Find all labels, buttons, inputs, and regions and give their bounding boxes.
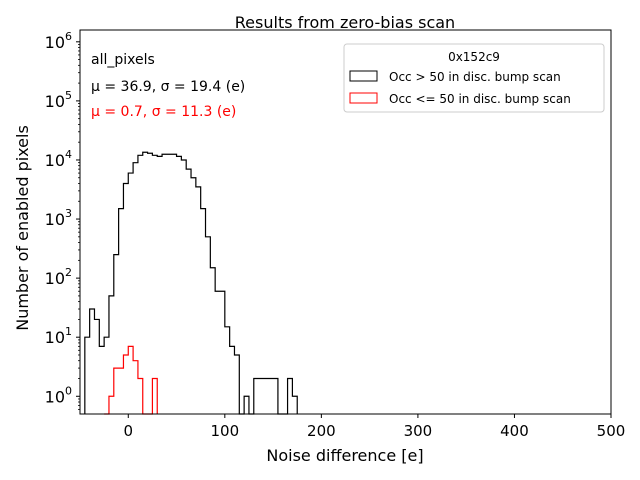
- plot-area: 0 100 200 300 400 500 100 101 102 103 104 105 106: [45, 29, 625, 440]
- legend-title: 0x152c9: [448, 50, 500, 64]
- hist-bin-1-4: [123, 355, 128, 414]
- hist-bin-0-2: [94, 319, 99, 414]
- legend-frame: [343, 43, 605, 113]
- annotation-all-pixels: all_pixels: [91, 52, 155, 68]
- hist-bin-0-37: [263, 378, 268, 414]
- hist-bin-0-43: [292, 396, 297, 414]
- hist-bin-0-17: [167, 154, 172, 414]
- hist-bin-0-28: [220, 291, 225, 414]
- hist-bin-0-26: [210, 268, 215, 414]
- y-tick-label-0: 100: [45, 384, 72, 406]
- legend-label-red: Occ <= 50 in disc. bump scan: [389, 92, 571, 106]
- hist-bin-0-11: [138, 155, 143, 414]
- y-tick-label-6: 106: [45, 30, 72, 52]
- hist-bin-0-39: [273, 378, 278, 414]
- hist-bin-1-6: [133, 361, 138, 414]
- hist-bin-0-16: [162, 154, 167, 414]
- chart-title: Results from zero-bias scan: [235, 13, 455, 32]
- hist-bin-1-5: [128, 346, 133, 414]
- hist-bin-0-15: [157, 156, 162, 414]
- hist-bin-0-29: [225, 327, 230, 414]
- y-axis-ticks: 100 101 102 103 104 105 106: [45, 30, 80, 410]
- histogram-outline-0: [84, 151, 298, 415]
- x-tick-label-3: 300: [404, 422, 433, 440]
- y-axis-label: Number of enabled pixels: [13, 125, 32, 331]
- hist-bin-0-21: [186, 169, 191, 414]
- x-tick-label-5: 500: [597, 422, 626, 440]
- x-tick-label-0: 0: [123, 422, 133, 440]
- hist-bin-1-2: [114, 368, 119, 414]
- y-tick-label-2: 102: [45, 266, 72, 288]
- annotation-black-stats: μ = 36.9, σ = 19.4 (e): [91, 79, 245, 95]
- hist-bin-1-3: [119, 368, 124, 414]
- hist-bin-0-24: [201, 209, 206, 414]
- hist-bin-0-38: [268, 378, 273, 414]
- y-tick-label-3: 103: [45, 207, 72, 229]
- x-axis-ticks: 0 100 200 300 400 500: [123, 414, 625, 440]
- y-tick-label-5: 105: [45, 89, 72, 111]
- hist-bin-0-36: [259, 378, 264, 414]
- hist-bin-0-19: [177, 156, 182, 414]
- hist-bin-0-18: [172, 154, 177, 414]
- hist-bin-1-10: [152, 378, 157, 414]
- legend-swatch-black: [349, 70, 378, 82]
- hist-bin-0-0: [85, 337, 90, 414]
- x-tick-label-2: 200: [307, 422, 336, 440]
- hist-bin-0-31: [234, 355, 239, 414]
- hist-bin-0-4: [104, 337, 109, 414]
- hist-bin-0-23: [196, 187, 201, 414]
- legend-label-black: Occ > 50 in disc. bump scan: [389, 70, 561, 84]
- series-0: [84, 151, 298, 415]
- hist-bin-1-7: [138, 378, 143, 414]
- hist-bin-0-12: [143, 152, 148, 414]
- hist-bin-0-13: [148, 153, 153, 414]
- x-tick-label-1: 100: [210, 422, 239, 440]
- hist-bin-0-30: [230, 346, 235, 414]
- hist-bin-0-42: [288, 378, 293, 414]
- hist-bin-0-22: [191, 178, 196, 414]
- hist-bin-0-20: [181, 160, 186, 414]
- hist-bin-0-25: [206, 237, 211, 414]
- hist-bin-0-14: [152, 155, 157, 414]
- y-tick-label-4: 104: [45, 148, 72, 170]
- legend: 0x152c9 Occ > 50 in disc. bump scan Occ …: [343, 43, 605, 113]
- hist-bin-0-1: [90, 309, 95, 414]
- legend-swatch-red: [349, 92, 378, 104]
- x-axis-label: Noise difference [e]: [266, 446, 423, 465]
- hist-bin-1-1: [109, 396, 114, 414]
- hist-bin-0-35: [254, 378, 259, 414]
- hist-bin-0-27: [215, 291, 220, 414]
- x-tick-label-4: 400: [500, 422, 529, 440]
- y-tick-label-1: 101: [45, 325, 72, 347]
- hist-bin-0-3: [99, 346, 104, 414]
- hist-bin-0-33: [244, 396, 249, 414]
- annotation-red-stats: μ = 0.7, σ = 11.3 (e): [91, 104, 236, 120]
